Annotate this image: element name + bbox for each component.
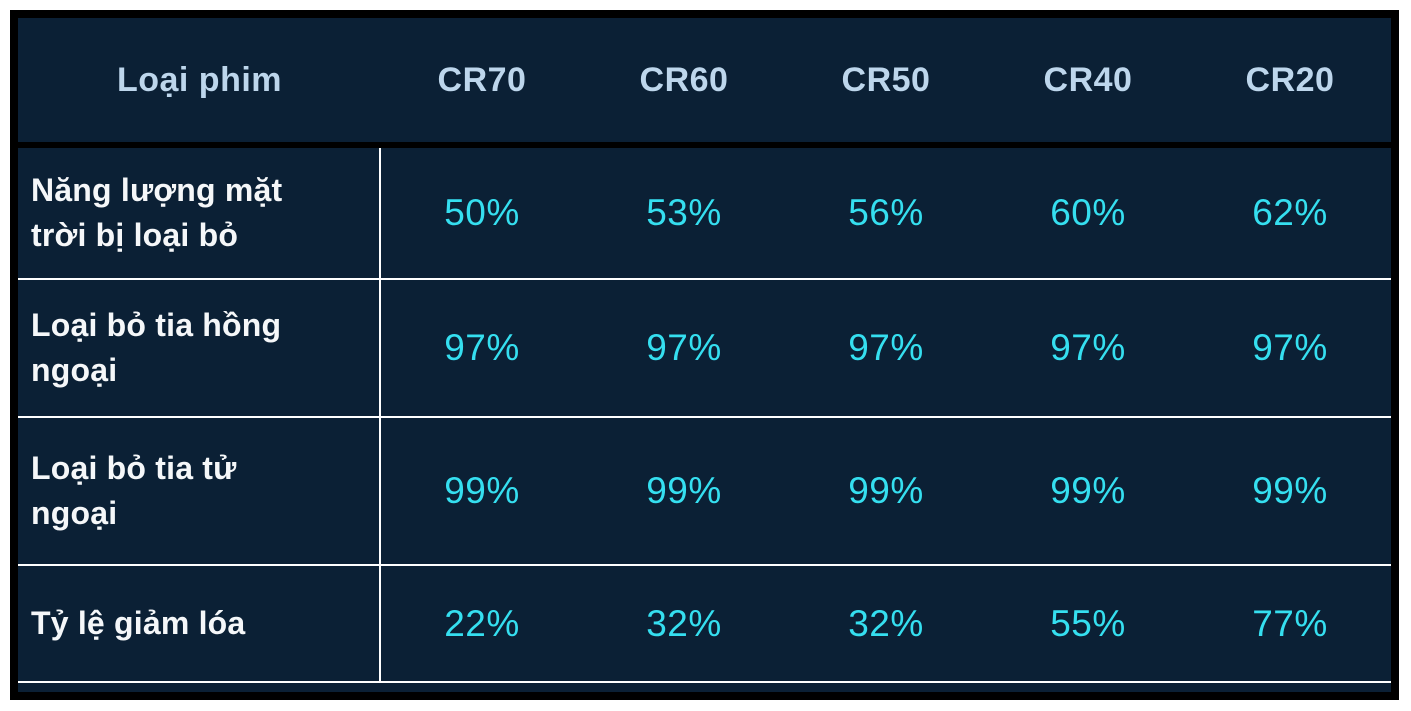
row-label-ultraviolet: Loại bỏ tia tử ngoại (18, 418, 381, 564)
data-cell-ir-cr50: 97% (848, 327, 924, 368)
data-cell-uv-cr70: 99% (444, 470, 520, 511)
table-row-glare-reduction: Tỷ lệ giảm lóa 22% 32% 32% 55% 77% (18, 566, 1391, 683)
data-cell-glare-cr70: 22% (444, 602, 520, 644)
data-cell-uv-cr40: 99% (1050, 470, 1126, 511)
data-cell-glare-cr60: 32% (646, 602, 722, 644)
row-label-solar-energy: Năng lượng mặt trời bị loại bỏ (18, 148, 381, 278)
data-cell-ir-cr60: 97% (646, 327, 722, 368)
column-header-cr60: CR60 (639, 60, 729, 99)
table-row-ultraviolet: Loại bỏ tia tử ngoại 99% 99% 99% 99% 99% (18, 418, 1391, 566)
column-header-cr40: CR40 (1043, 60, 1133, 99)
data-cell-solar-cr50: 56% (848, 192, 924, 233)
data-cell-uv-cr50: 99% (848, 470, 924, 511)
row-label-glare-reduction: Tỷ lệ giảm lóa (18, 566, 381, 681)
data-cell-glare-cr20: 77% (1252, 602, 1328, 644)
data-cell-glare-cr50: 32% (848, 602, 924, 644)
film-spec-table: Loại phim CR70 CR60 CR50 CR40 CR20 Năng … (10, 10, 1399, 700)
data-cell-solar-cr40: 60% (1050, 192, 1126, 233)
row-label-infrared: Loại bỏ tia hồng ngoại (18, 280, 381, 416)
data-cell-ir-cr20: 97% (1252, 327, 1328, 368)
table-header-row: Loại phim CR70 CR60 CR50 CR40 CR20 (18, 18, 1391, 142)
data-cell-solar-cr20: 62% (1252, 192, 1328, 233)
column-header-cr20: CR20 (1245, 60, 1335, 99)
data-cell-ir-cr40: 97% (1050, 327, 1126, 368)
column-header-loai-phim: Loại phim (116, 60, 283, 99)
header-body-divider (18, 142, 1391, 148)
data-cell-glare-cr40: 55% (1050, 602, 1126, 644)
data-cell-uv-cr20: 99% (1252, 470, 1328, 511)
data-cell-solar-cr60: 53% (646, 192, 722, 233)
data-cell-ir-cr70: 97% (444, 327, 520, 368)
column-header-cr70: CR70 (437, 60, 527, 99)
table-row-infrared: Loại bỏ tia hồng ngoại 97% 97% 97% 97% 9… (18, 280, 1391, 418)
data-cell-uv-cr60: 99% (646, 470, 722, 511)
table-row-solar-energy: Năng lượng mặt trời bị loại bỏ 50% 53% 5… (18, 148, 1391, 280)
column-header-cr50: CR50 (841, 60, 931, 99)
data-cell-solar-cr70: 50% (444, 192, 520, 233)
